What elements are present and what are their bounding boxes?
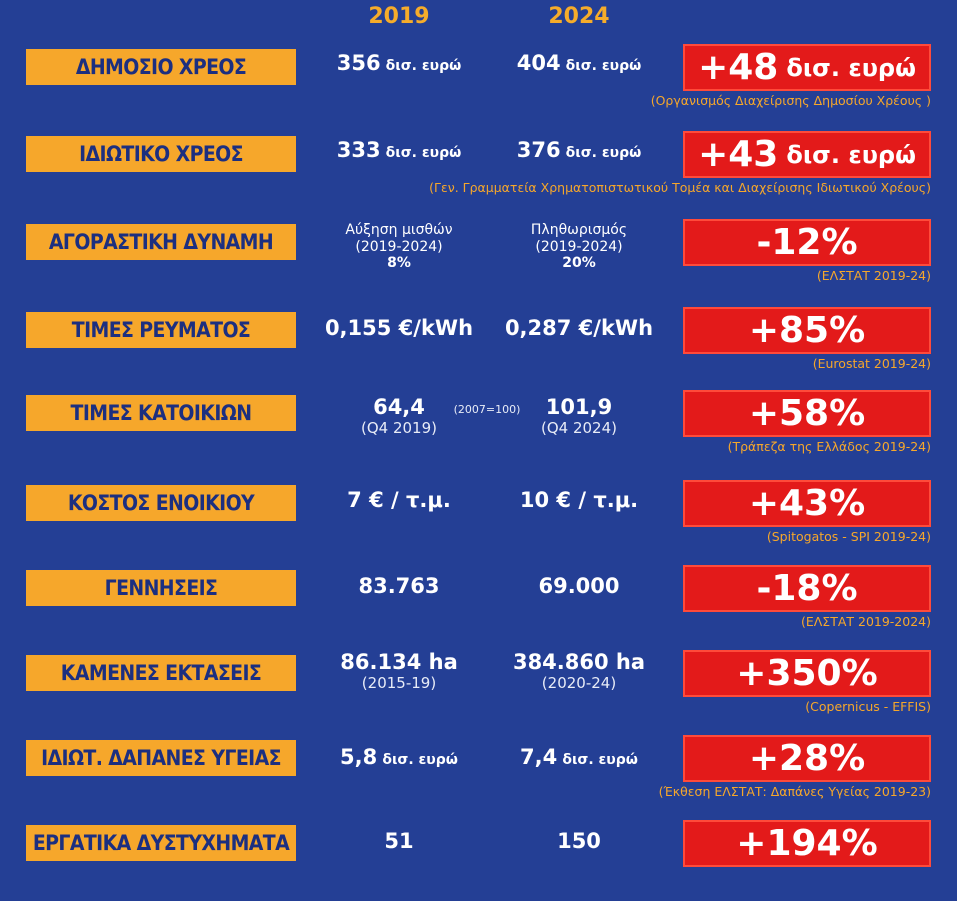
change-badge: +194% bbox=[683, 820, 931, 867]
value-2019: 64,4 (Q4 2019) bbox=[361, 395, 437, 437]
row-burned-areas: ΚΑΜΕΝΕΣ ΕΚΤΑΣΕΙΣ 86.134 ha (2015-19) 384… bbox=[0, 645, 957, 731]
value-2024: 69.000 bbox=[538, 574, 620, 598]
source-note: (Τράπεζα της Ελλάδος 2019-24) bbox=[727, 439, 931, 454]
value-2019: 51 bbox=[384, 829, 414, 853]
row-label: ΓΕΝΝΗΣΕΙΣ bbox=[26, 570, 296, 606]
change-badge: +85% bbox=[683, 307, 931, 354]
value-2024: 404 δισ. ευρώ bbox=[516, 51, 642, 75]
year-2019-header: 2019 bbox=[368, 4, 430, 29]
source-note: (Έκθεση ΕΛΣΤΑΤ: Δαπάνες Υγείας 2019-23) bbox=[658, 784, 931, 799]
change-badge: +58% bbox=[683, 390, 931, 437]
row-label: ΙΔΙΩΤΙΚΟ ΧΡΕΟΣ bbox=[26, 136, 296, 172]
year-2024-header: 2024 bbox=[548, 4, 610, 29]
row-private-health-expenditure: ΙΔΙΩΤ. ΔΑΠΑΝΕΣ ΥΓΕΙΑΣ 5,8 δισ. ευρώ 7,4 … bbox=[0, 730, 957, 816]
value-2024: 101,9 (Q4 2024) bbox=[541, 395, 617, 437]
source-note: (Spitogatos - SPI 2019-24) bbox=[766, 529, 931, 544]
index-base-note: (2007=100) bbox=[453, 403, 521, 416]
row-label: ΑΓΟΡΑΣΤΙΚΗ ΔΥΝΑΜΗ bbox=[26, 224, 296, 260]
value-2019: 7 € / τ.μ. bbox=[347, 488, 451, 512]
value-2024: 376 δισ. ευρώ bbox=[516, 138, 642, 162]
value-2019: 0,155 €/kWh bbox=[324, 316, 474, 340]
value-2024: Πληθωρισμός (2019-2024) 20% bbox=[530, 222, 628, 272]
value-2024: 150 bbox=[557, 829, 601, 853]
row-public-debt: ΔΗΜΟΣΙΟ ΧΡΕΟΣ 356 δισ. ευρώ 404 δισ. ευρ… bbox=[0, 39, 957, 125]
row-label: ΙΔΙΩΤ. ΔΑΠΑΝΕΣ ΥΓΕΙΑΣ bbox=[26, 740, 296, 776]
value-2019: 5,8 δισ. ευρώ bbox=[340, 745, 458, 769]
row-label: ΚΟΣΤΟΣ ΕΝΟΙΚΙΟΥ bbox=[26, 485, 296, 521]
row-electricity-prices: ΤΙΜΕΣ ΡΕΥΜΑΤΟΣ 0,155 €/kWh 0,287 €/kWh +… bbox=[0, 302, 957, 388]
row-label: ΚΑΜΕΝΕΣ ΕΚΤΑΣΕΙΣ bbox=[26, 655, 296, 691]
source-note: (ΕΛΣΤΑΤ 2019-2024) bbox=[800, 614, 931, 629]
value-2019: 83.763 bbox=[358, 574, 440, 598]
change-badge: +43% bbox=[683, 480, 931, 527]
row-label: ΔΗΜΟΣΙΟ ΧΡΕΟΣ bbox=[26, 49, 296, 85]
value-2024: 7,4 δισ. ευρώ bbox=[520, 745, 638, 769]
row-label: ΤΙΜΕΣ ΚΑΤΟΙΚΙΩΝ bbox=[26, 395, 296, 431]
source-note: (Copernicus - EFFIS) bbox=[805, 699, 931, 714]
change-badge: -18% bbox=[683, 565, 931, 612]
row-label: ΤΙΜΕΣ ΡΕΥΜΑΤΟΣ bbox=[26, 312, 296, 348]
row-births: ΓΕΝΝΗΣΕΙΣ 83.763 69.000 -18% (ΕΛΣΤΑΤ 201… bbox=[0, 560, 957, 646]
source-note: (Οργανισμός Διαχείρισης Δημοσίου Χρέους … bbox=[650, 93, 931, 108]
value-2024: 0,287 €/kWh bbox=[504, 316, 654, 340]
change-badge: +28% bbox=[683, 735, 931, 782]
row-rent-cost: ΚΟΣΤΟΣ ΕΝΟΙΚΙΟΥ 7 € / τ.μ. 10 € / τ.μ. +… bbox=[0, 475, 957, 561]
source-note: (Γεν. Γραμματεία Χρηματοπιστωτικού Τομέα… bbox=[429, 180, 931, 195]
value-2019: Αύξηση μισθών (2019-2024) 8% bbox=[345, 222, 453, 272]
value-2019: 356 δισ. ευρώ bbox=[336, 51, 462, 75]
change-badge: +350% bbox=[683, 650, 931, 697]
row-label: ΕΡΓΑΤΙΚΑ ΔΥΣΤΥΧΗΜΑΤΑ bbox=[26, 825, 296, 861]
value-2019: 333 δισ. ευρώ bbox=[336, 138, 462, 162]
change-badge: +43 δισ. ευρώ bbox=[683, 131, 931, 178]
source-note: (ΕΛΣΤΑΤ 2019-24) bbox=[816, 268, 931, 283]
change-badge: -12% bbox=[683, 219, 931, 266]
row-private-debt: ΙΔΙΩΤΙΚΟ ΧΡΕΟΣ 333 δισ. ευρώ 376 δισ. ευ… bbox=[0, 126, 957, 212]
source-note: (Eurostat 2019-24) bbox=[812, 356, 931, 371]
row-purchasing-power: ΑΓΟΡΑΣΤΙΚΗ ΔΥΝΑΜΗ Αύξηση μισθών (2019-20… bbox=[0, 214, 957, 300]
row-housing-prices: ΤΙΜΕΣ ΚΑΤΟΙΚΙΩΝ 64,4 (Q4 2019) (2007=100… bbox=[0, 385, 957, 471]
value-2024: 384.860 ha (2020-24) bbox=[512, 650, 646, 692]
change-badge: +48 δισ. ευρώ bbox=[683, 44, 931, 91]
value-2019: 86.134 ha (2015-19) bbox=[340, 650, 458, 692]
row-work-accidents: ΕΡΓΑΤΙΚΑ ΔΥΣΤΥΧΗΜΑΤΑ 51 150 +194% bbox=[0, 815, 957, 901]
value-2024: 10 € / τ.μ. bbox=[519, 488, 639, 512]
